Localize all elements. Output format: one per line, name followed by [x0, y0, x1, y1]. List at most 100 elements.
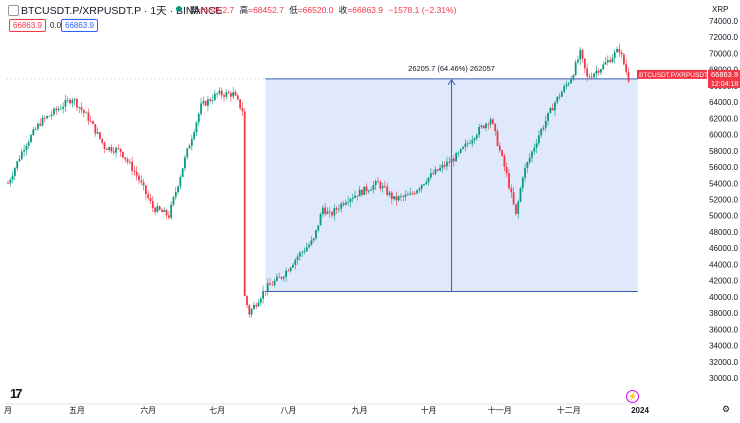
candle [560, 90, 563, 97]
candle [358, 186, 361, 197]
candle [425, 178, 428, 186]
candle-body [429, 173, 432, 178]
candle-body [271, 284, 274, 286]
candle-body [32, 129, 35, 136]
candle [377, 177, 379, 183]
y-tick-label: 64000.0 [709, 98, 738, 107]
range-measure: 26205.7 (64.46%) 262057 [265, 64, 638, 293]
candle-body [570, 79, 572, 84]
candle [604, 56, 607, 65]
candle [124, 157, 127, 163]
candle-body [457, 152, 460, 154]
candle-body [342, 203, 345, 205]
price-chip-blue[interactable]: 66863.9 [61, 19, 98, 32]
candle-body [616, 48, 618, 53]
candle-body [27, 142, 30, 147]
candle [151, 196, 154, 213]
candle-body [43, 117, 46, 119]
candle-body [413, 193, 416, 195]
candle [427, 176, 430, 186]
candle [335, 205, 338, 214]
candle [471, 135, 474, 148]
x-axis: 月 五月 六月 七月 八月 九月 十月 十一月 十二月 2024 [4, 405, 649, 415]
candle-body [492, 119, 494, 124]
candle [526, 161, 529, 173]
candle [450, 153, 453, 163]
candle-body [609, 60, 612, 63]
candle [618, 43, 621, 58]
y-tick-label: 60000.0 [709, 131, 738, 140]
candle [13, 166, 16, 181]
candle-body [455, 153, 458, 162]
candle-body [473, 138, 476, 141]
candle-body [76, 99, 78, 108]
candle-body [333, 208, 336, 216]
gear-icon[interactable]: ⚙ [722, 404, 731, 414]
candle [443, 161, 446, 170]
candles [7, 43, 630, 318]
candle-body [315, 230, 317, 239]
candle-body [305, 247, 308, 252]
candle [384, 180, 386, 189]
candle [142, 178, 145, 191]
candle-body [583, 58, 586, 69]
candle-body [50, 114, 53, 116]
symbol-title[interactable]: BTCUSDT.P/XRPUSDT.P · 1天 · BINANCE [21, 5, 223, 17]
symbol-checkbox[interactable] [8, 5, 19, 16]
candle [606, 55, 609, 66]
candle [225, 89, 228, 100]
candle [195, 121, 198, 137]
candle [349, 197, 352, 208]
candle-body [108, 147, 111, 150]
candle [482, 125, 485, 130]
candle-body [213, 93, 216, 100]
candle [275, 273, 278, 282]
lightning-icon[interactable]: ⚡ [626, 390, 639, 403]
candle-body [207, 99, 209, 106]
candle-body [89, 120, 92, 122]
candle-body [466, 143, 469, 145]
candle [416, 189, 418, 195]
candle [20, 148, 23, 161]
candle-body [186, 148, 189, 158]
candle [27, 139, 30, 150]
candle-body [275, 276, 278, 281]
candle-body [423, 183, 425, 186]
candle [167, 211, 170, 220]
candle-body [158, 206, 161, 210]
candle [294, 258, 297, 270]
candle-body [30, 135, 32, 143]
candle [524, 163, 526, 182]
candle-body [498, 145, 501, 151]
candle [92, 120, 94, 125]
candle [269, 278, 271, 285]
candle-body [526, 162, 529, 168]
candle-body [246, 296, 248, 306]
candle-body [13, 168, 16, 176]
candle-body [512, 192, 515, 205]
candle [457, 151, 460, 157]
candle [563, 83, 566, 94]
candle [16, 160, 19, 172]
candle [147, 190, 150, 201]
candle [41, 115, 44, 127]
candle [611, 54, 614, 63]
candle-body [602, 64, 605, 70]
candle-body [280, 276, 283, 279]
candle-body [255, 304, 258, 307]
x-tick-label: 十二月 [557, 405, 581, 415]
candle [25, 143, 28, 156]
candle-body [110, 147, 113, 152]
candle-body [36, 123, 39, 130]
price-chip-red[interactable]: 66863.9 [9, 19, 46, 32]
candle [184, 154, 186, 172]
candle-body [147, 194, 150, 198]
tradingview-logo-icon[interactable]: 17 [10, 386, 23, 401]
candle-body [319, 214, 322, 226]
candle [333, 204, 336, 221]
candle [271, 281, 274, 286]
candle [370, 186, 373, 191]
candle [232, 86, 235, 100]
candle-body [324, 207, 327, 214]
